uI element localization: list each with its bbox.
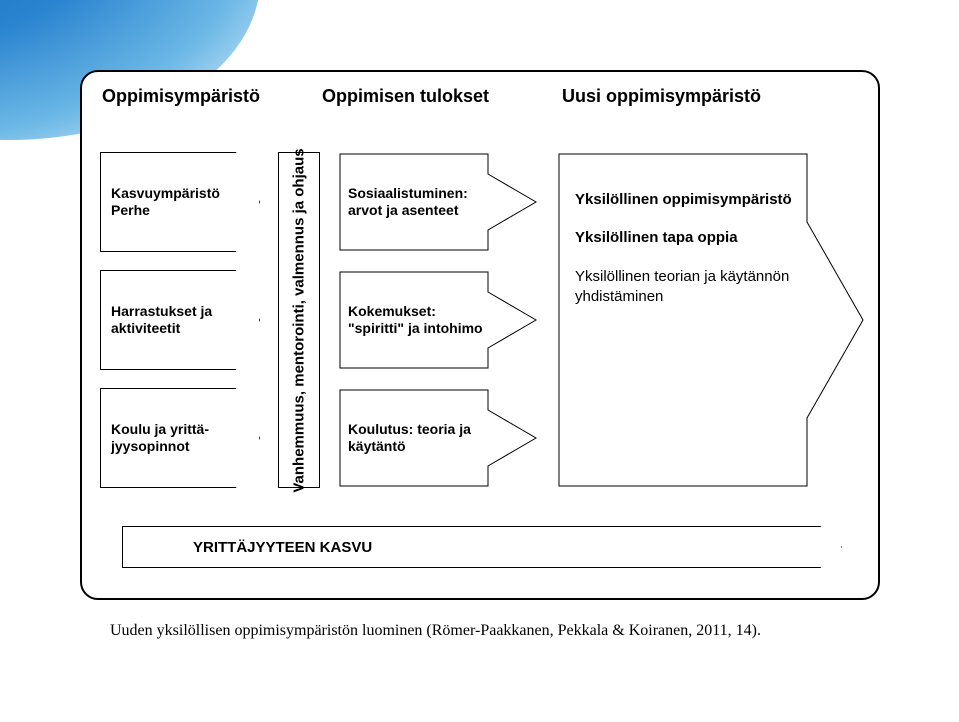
mid-arrow-label: Kokemukset: "spiritti" ja intohimo bbox=[348, 270, 488, 370]
bottom-bar-yrittajyyteen-kasvu: YRITTÄJYYTEEN KASVU bbox=[122, 526, 842, 568]
left-arrow-koulu: Koulu ja yrittä-jyysopinnot bbox=[100, 388, 260, 488]
left-arrow-harrastukset: Harrastukset ja aktiviteetit bbox=[100, 270, 260, 370]
mid-arrow-label: Koulutus: teoria ja käytäntö bbox=[348, 388, 488, 488]
left-column: Kasvuympäristö Perhe Harrastukset ja akt… bbox=[100, 152, 260, 506]
middle-column: Sosiaalistuminen: arvot ja asenteet Koke… bbox=[338, 152, 538, 506]
header-right: Uusi oppimisympäristö bbox=[562, 86, 878, 107]
column-headers: Oppimisympäristö Oppimisen tulokset Uusi… bbox=[82, 86, 878, 107]
big-arrow-line: Yksilöllinen oppimisympäristö bbox=[575, 191, 792, 208]
figure-caption: Uuden yksilöllisen oppimisympäristön luo… bbox=[110, 620, 880, 642]
left-arrow-label: Koulu ja yrittä-jyysopinnot bbox=[111, 421, 237, 456]
big-arrow-line: Yksilöllinen teorian ja käytännön yhdist… bbox=[575, 268, 789, 305]
vertical-box-label: Vanhemmuus, mentorointi, valmennus ja oh… bbox=[291, 148, 308, 492]
mid-arrow-kokemukset: Kokemukset: "spiritti" ja intohimo bbox=[338, 270, 538, 370]
left-arrow-kasvuymparisto: Kasvuympäristö Perhe bbox=[100, 152, 260, 252]
big-arrow-uusi-oppimisymparisto: Yksilöllinen oppimisympäristö Yksilöllin… bbox=[557, 152, 867, 488]
header-middle: Oppimisen tulokset bbox=[322, 86, 562, 107]
mid-arrow-koulutus: Koulutus: teoria ja käytäntö bbox=[338, 388, 538, 488]
mid-arrow-label: Sosiaalistuminen: arvot ja asenteet bbox=[348, 152, 488, 252]
vertical-box-vanhemmuus: Vanhemmuus, mentorointi, valmennus ja oh… bbox=[278, 152, 320, 488]
bottom-bar-label: YRITTÄJYYTEEN KASVU bbox=[193, 539, 372, 556]
left-arrow-label: Harrastukset ja aktiviteetit bbox=[111, 303, 237, 338]
big-arrow-text: Yksilöllinen oppimisympäristö Yksilöllin… bbox=[575, 190, 795, 325]
big-arrow-line: Yksilöllinen tapa oppia bbox=[575, 229, 738, 246]
mid-arrow-sosiaalistuminen: Sosiaalistuminen: arvot ja asenteet bbox=[338, 152, 538, 252]
left-arrow-label: Kasvuympäristö Perhe bbox=[111, 185, 237, 220]
diagram-frame: Oppimisympäristö Oppimisen tulokset Uusi… bbox=[80, 70, 880, 600]
header-left: Oppimisympäristö bbox=[82, 86, 322, 107]
